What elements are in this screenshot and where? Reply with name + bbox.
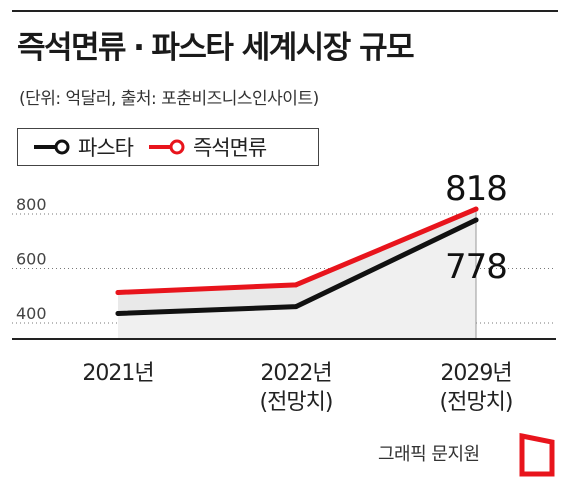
y-tick-label: 600 xyxy=(16,250,47,269)
x-tick-label: 2021년 xyxy=(82,361,153,386)
chart-subtitle: (단위: 억달러, 출처: 포춘비즈니스인사이트) xyxy=(19,89,319,109)
y-tick-label: 400 xyxy=(16,304,47,323)
title-right: 파스타 세계시장 규모 xyxy=(151,30,414,66)
legend-swatch-pasta xyxy=(34,139,70,155)
legend-label-instant-noodles: 즉석면류 xyxy=(192,136,267,160)
top-rule xyxy=(12,10,558,12)
data-point xyxy=(473,217,479,223)
chart-title: 즉석면류 · 파스타 세계시장 규모 xyxy=(17,22,415,67)
data-point xyxy=(473,206,479,212)
graphic-credit: 그래픽 문지원 xyxy=(378,444,480,465)
y-tick-label: 800 xyxy=(16,195,47,214)
legend-label-pasta: 파스타 xyxy=(78,136,134,160)
logo-icon xyxy=(519,432,555,477)
x-tick-label: 2022년 xyxy=(260,361,331,386)
data-point xyxy=(115,289,121,295)
area-between-series xyxy=(118,209,476,314)
legend: 파스타 즉석면류 xyxy=(17,128,319,166)
legend-item-pasta: 파스타 xyxy=(32,132,134,162)
data-label-instant-noodles-2029: 818 xyxy=(445,169,507,209)
x-tick-sublabel: (전망치) xyxy=(260,390,333,415)
title-separator: · xyxy=(133,30,145,66)
x-tick-label: 2029년 xyxy=(440,361,511,386)
data-point xyxy=(293,282,299,288)
area-under-pasta xyxy=(118,219,476,339)
legend-item-instant-noodles: 즉석면류 xyxy=(147,132,267,162)
x-tick-sublabel: (전망치) xyxy=(440,390,513,415)
data-point xyxy=(115,310,121,316)
title-left: 즉석면류 xyxy=(17,30,127,66)
legend-swatch-instant-noodles xyxy=(148,139,185,155)
data-label-pasta-2029: 778 xyxy=(445,247,507,287)
data-point xyxy=(293,304,299,310)
